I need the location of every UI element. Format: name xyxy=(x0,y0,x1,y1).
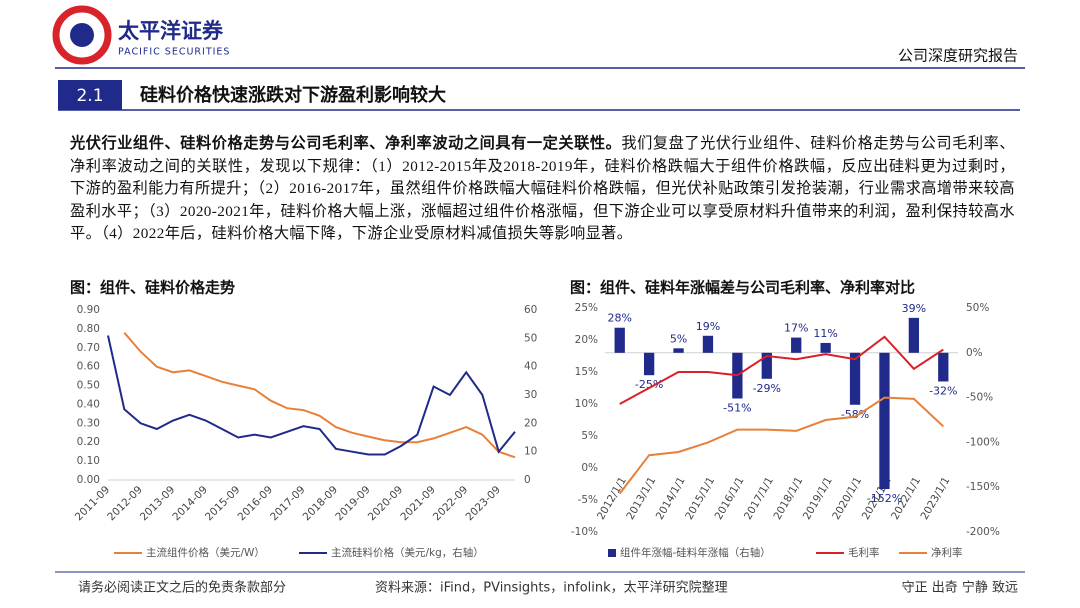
y2-tick-label: -50% xyxy=(966,392,993,404)
bar xyxy=(879,352,890,489)
y2-tick-label: 10 xyxy=(524,446,537,458)
x-tick-label: 2021-09 xyxy=(398,484,438,524)
paragraph-body: 我们复盘了光伏行业组件、硅料价格走势与公司毛利率、净利率波动之间的关联性，发现以… xyxy=(70,135,1016,242)
motto: 守正 出奇 宁静 致远 xyxy=(902,580,1018,596)
legend-label: 组件年涨幅-硅料年涨幅（右轴） xyxy=(620,546,771,559)
x-tick-label: 2013-09 xyxy=(138,484,178,524)
legend-label: 净利率 xyxy=(931,546,963,559)
body-paragraph: 光伏行业组件、硅料价格走势与公司毛利率、净利率波动之间具有一定关联性。我们复盘了… xyxy=(70,133,1015,246)
y-tick-label: 15% xyxy=(575,366,598,378)
bar-label: -51% xyxy=(723,401,751,414)
y-tick-label: 0.50 xyxy=(77,380,100,392)
y2-tick-label: 50 xyxy=(524,332,537,344)
x-tick-label: 2011-09 xyxy=(73,484,113,524)
bar xyxy=(643,352,655,376)
y-tick-label: 25% xyxy=(575,302,598,314)
logo-ring xyxy=(52,5,112,65)
bar-label: -29% xyxy=(753,382,781,395)
section-title: 硅料价格快速涨跌对下游盈利影响较大 xyxy=(140,84,446,106)
legend-label: 主流硅料价格（美元/kg，右轴） xyxy=(331,546,484,559)
bar-label: 39% xyxy=(902,302,926,315)
y-tick-label: 0.10 xyxy=(77,455,100,467)
chart-title: 图：组件、硅料年涨幅差与公司毛利率、净利率对比 xyxy=(570,279,915,297)
bar-label: 5% xyxy=(670,332,687,345)
y2-tick-label: 20 xyxy=(524,417,537,429)
x-tick-label: 2023-09 xyxy=(463,484,503,524)
x-tick-label: 2022-09 xyxy=(431,484,471,524)
x-tick-label: 2019-09 xyxy=(333,484,373,524)
y-tick-label: 0.80 xyxy=(77,323,100,335)
bar xyxy=(820,342,831,353)
disclaimer: 请务必阅读正文之后的免责条款部分 xyxy=(78,580,286,596)
logo xyxy=(52,5,112,65)
y-tick-label: 10% xyxy=(575,398,598,410)
y2-tick-label: -200% xyxy=(966,526,1000,538)
series-line xyxy=(618,396,944,495)
bar xyxy=(938,352,949,382)
brand-en: PACIFIC SECURITIES xyxy=(118,47,230,58)
x-tick-label: 2012-09 xyxy=(105,484,145,524)
x-tick-label: 2023/1/1 xyxy=(919,475,953,522)
bar xyxy=(761,352,772,379)
section-badge xyxy=(58,80,122,110)
x-tick-label: 2020-09 xyxy=(366,484,406,524)
legend-label: 毛利率 xyxy=(848,546,880,559)
bar-label: -32% xyxy=(929,384,957,397)
bar xyxy=(908,317,920,353)
logo-core xyxy=(70,23,94,47)
x-tick-label: 2015-09 xyxy=(203,484,243,524)
y2-tick-label: 0% xyxy=(966,347,983,359)
y-tick-label: 0.30 xyxy=(77,417,100,429)
y2-tick-label: 40 xyxy=(524,361,537,373)
y-tick-label: 5% xyxy=(581,430,598,442)
y-tick-label: -10% xyxy=(571,526,598,538)
chart-title: 图：组件、硅料价格走势 xyxy=(70,279,235,297)
bar-label: -152% xyxy=(867,492,902,505)
report-type: 公司深度研究报告 xyxy=(898,47,1018,65)
legend-label: 主流组件价格（美元/W） xyxy=(146,546,265,559)
y2-tick-label: 30 xyxy=(524,389,537,401)
series-line xyxy=(619,335,944,405)
y-tick-label: 20% xyxy=(575,334,598,346)
bar-label: 28% xyxy=(607,312,631,325)
y2-tick-label: 60 xyxy=(524,304,537,316)
series-line xyxy=(123,332,516,459)
y2-tick-label: 50% xyxy=(966,302,989,314)
paragraph-lead: 光伏行业组件、硅料价格走势与公司毛利率、净利率波动之间具有一定关联性。 xyxy=(70,135,622,152)
y-tick-label: -5% xyxy=(578,494,598,506)
bar xyxy=(702,335,714,353)
bar xyxy=(791,337,802,353)
brand: 太平洋证券 xyxy=(118,19,224,43)
bar xyxy=(673,348,684,353)
bar-label: 17% xyxy=(784,322,808,335)
bar-label: -25% xyxy=(635,378,663,391)
bar-label: 11% xyxy=(813,327,837,340)
y-tick-label: 0.40 xyxy=(77,398,100,410)
y-tick-label: 0.60 xyxy=(77,361,100,373)
x-tick-label: 2018-09 xyxy=(301,484,341,524)
y2-tick-label: -100% xyxy=(966,436,1000,448)
x-tick-label: 2014-09 xyxy=(170,484,210,524)
y-tick-label: 0.00 xyxy=(77,474,100,486)
y-tick-label: 0.20 xyxy=(77,436,100,448)
y-tick-label: 0.70 xyxy=(77,342,100,354)
y-tick-label: 0% xyxy=(581,462,598,474)
series-line xyxy=(107,335,516,456)
section-number: 2.1 xyxy=(76,86,103,106)
x-tick-label: 2016-09 xyxy=(236,484,276,524)
source: 资料来源：iFind，PVinsights，infolink，太平洋研究院整理 xyxy=(375,581,728,596)
y2-tick-label: -150% xyxy=(966,481,1000,493)
bar-label: 19% xyxy=(696,320,720,333)
y-tick-label: 0.90 xyxy=(77,304,100,316)
x-tick-label: 2017-09 xyxy=(268,484,308,524)
bar xyxy=(849,352,861,405)
y2-tick-label: 0 xyxy=(524,474,531,486)
bar xyxy=(614,327,625,353)
legend-swatch xyxy=(608,549,616,557)
